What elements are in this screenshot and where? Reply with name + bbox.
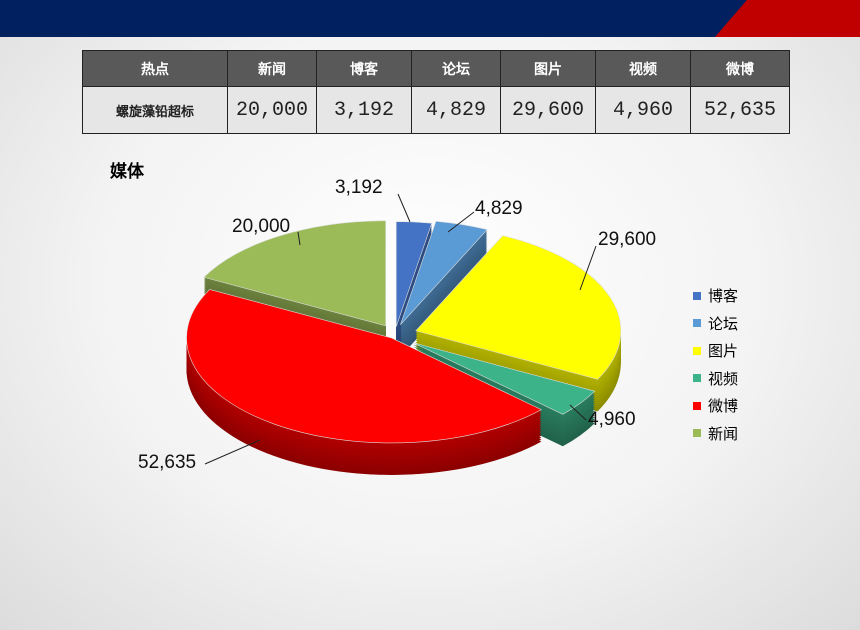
table-header-row: 热点 新闻 博客 论坛 图片 视频 微博 (82, 50, 790, 87)
value-cell: 3,192 (316, 86, 412, 134)
leader-line (204, 439, 261, 465)
table-row: 螺旋藻铅超标 20,000 3,192 4,829 29,600 4,960 5… (82, 86, 790, 134)
legend-item: 微博 (693, 395, 738, 416)
legend-swatch (693, 429, 701, 437)
legend-item: 新闻 (693, 423, 738, 444)
data-label: 20,000 (232, 216, 290, 237)
pie-slice-论坛 (400, 220, 488, 357)
value-cell: 52,635 (690, 86, 790, 134)
row-label: 螺旋藻铅超标 (82, 86, 228, 134)
data-label: 4,960 (588, 409, 636, 430)
data-label: 3,192 (335, 177, 383, 198)
value-cell: 4,829 (411, 86, 501, 134)
legend-swatch (693, 346, 701, 355)
header-cell: 视频 (595, 50, 691, 87)
pie-slice-新闻 (203, 220, 386, 358)
leader-line (579, 245, 597, 291)
leader-line (569, 404, 587, 421)
legend-item: 博客 (693, 285, 738, 306)
header-cell: 论坛 (411, 50, 501, 87)
legend-label: 微博 (708, 397, 739, 415)
header-cell: 博客 (316, 50, 412, 87)
legend-swatch (693, 401, 701, 410)
legend-swatch (693, 319, 701, 327)
data-table: 热点 新闻 博客 论坛 图片 视频 微博 螺旋藻铅超标 20,000 3,192… (82, 50, 790, 134)
legend-item: 视频 (693, 368, 738, 389)
value-cell: 4,960 (595, 86, 691, 134)
leader-line (297, 231, 301, 246)
leader-line (397, 193, 411, 223)
legend-label: 视频 (708, 369, 739, 388)
data-label: 4,829 (475, 198, 523, 219)
leader-line (447, 211, 475, 233)
legend-label: 新闻 (708, 424, 739, 443)
value-cell: 29,600 (500, 86, 596, 134)
legend-swatch (693, 291, 701, 300)
legend-label: 论坛 (708, 314, 739, 333)
legend-label: 博客 (708, 287, 739, 305)
header-cell: 微博 (690, 50, 790, 87)
data-label: 52,635 (138, 452, 196, 473)
legend-swatch (693, 374, 701, 382)
data-label: 29,600 (598, 229, 656, 250)
pie-slice-微博 (186, 289, 543, 475)
header-bar (0, 0, 860, 37)
header-cell: 新闻 (227, 50, 317, 87)
value-cell: 20,000 (227, 86, 317, 134)
header-cell: 图片 (500, 50, 596, 87)
legend-label: 图片 (708, 342, 739, 360)
legend-item: 图片 (693, 340, 738, 361)
chart-title: 媒体 (110, 162, 144, 182)
header-cell: 热点 (82, 50, 228, 87)
legend-item: 论坛 (693, 313, 738, 334)
